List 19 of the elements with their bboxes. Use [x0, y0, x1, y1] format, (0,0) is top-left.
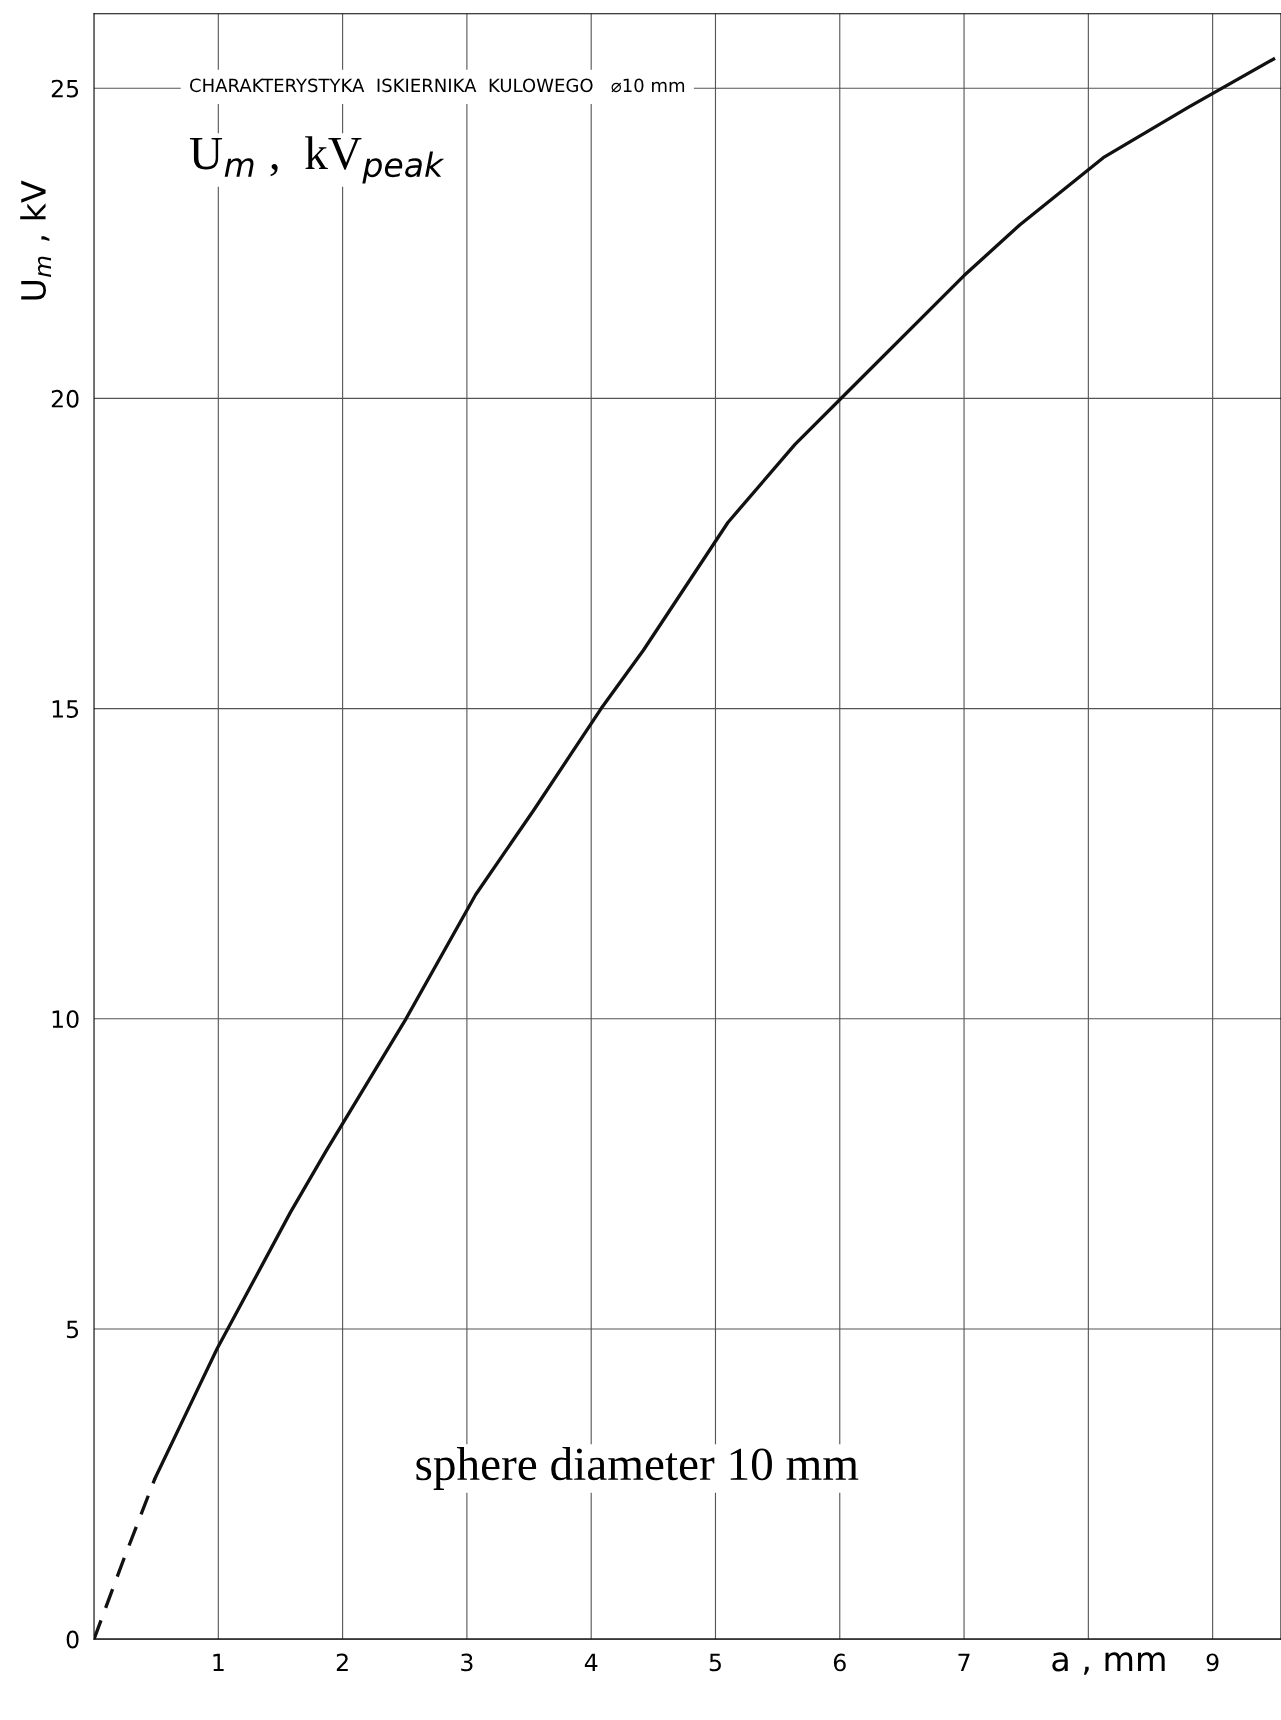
- y-tick-label: 20: [51, 389, 79, 408]
- x-tick-label: 2: [336, 1653, 348, 1671]
- x-tick-label: 7: [958, 1653, 970, 1671]
- x-tick-label: 5: [709, 1653, 721, 1672]
- x-tick-label: 6: [833, 1653, 846, 1672]
- x-tick-label: 3: [461, 1653, 473, 1672]
- y-tick-label: 15: [52, 700, 79, 718]
- annotation: CHARAKTERYSTYKA ISKIERNIKA KULOWEGO ⌀10 mm: [190, 78, 685, 93]
- y-tick-label: 10: [52, 1010, 79, 1029]
- y-tick-label: 5: [66, 1320, 79, 1339]
- x-tick-label: 1: [213, 1653, 224, 1671]
- annotation: sphere diameter 10 mm: [416, 1447, 859, 1490]
- x-tick-label: 4: [584, 1653, 598, 1671]
- y-tick-label: 25: [51, 79, 79, 98]
- y-axis-title: U$_{m}$ , kV: [20, 180, 52, 300]
- annotation: U$_{m}$ , kV$_{peak}$: [189, 136, 445, 184]
- x-tick-label: 9: [1206, 1653, 1219, 1672]
- y-tick-label: 0: [66, 1630, 79, 1649]
- x-axis-title: a , mm: [1052, 1652, 1165, 1675]
